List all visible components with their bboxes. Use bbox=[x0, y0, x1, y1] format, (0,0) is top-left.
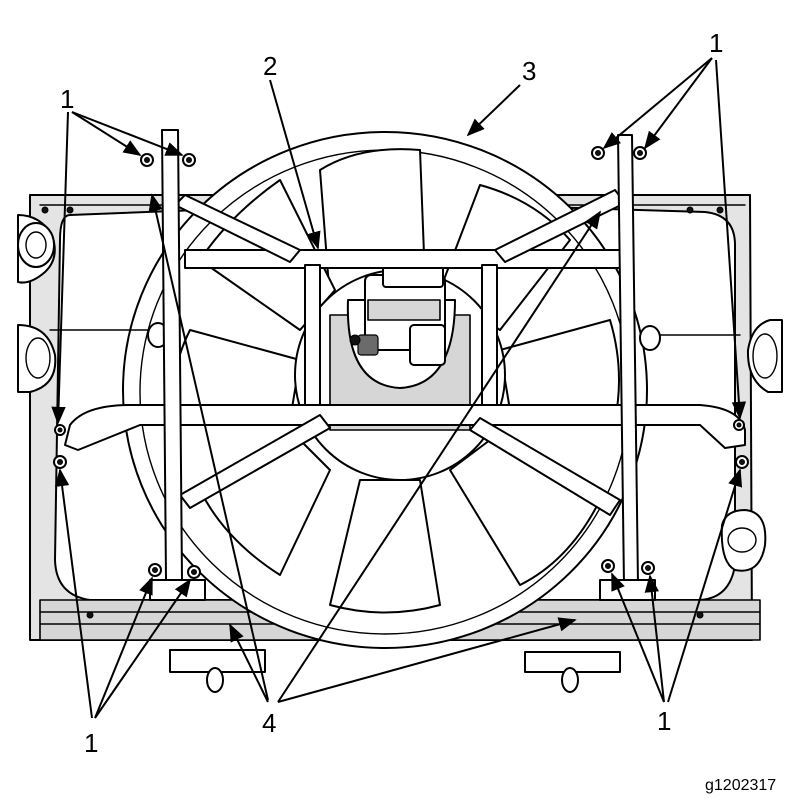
braces bbox=[149, 129, 656, 693]
callout-1-bottom-right: 1 bbox=[657, 706, 671, 736]
nut-icon bbox=[735, 455, 749, 469]
right-hose-fittings bbox=[720, 319, 783, 572]
fasteners bbox=[41, 146, 749, 619]
nut-icon bbox=[641, 561, 655, 575]
nut-icon bbox=[148, 563, 162, 577]
fan-brackets bbox=[49, 189, 746, 516]
callout-2: 2 bbox=[263, 51, 277, 81]
figure-id: g1202317 bbox=[705, 777, 776, 794]
nut-icon bbox=[54, 424, 66, 436]
callout-1-top-right: 1 bbox=[709, 28, 723, 58]
callout-labels: 1 1 2 3 1 4 1 bbox=[60, 28, 723, 758]
nut-icon bbox=[187, 565, 201, 579]
nut-icon bbox=[53, 455, 67, 469]
callout-4: 4 bbox=[262, 708, 276, 738]
leader-lines bbox=[51, 57, 747, 719]
nut-icon bbox=[633, 146, 647, 160]
callout-3: 3 bbox=[522, 56, 536, 86]
callout-1-bottom-left: 1 bbox=[84, 728, 98, 758]
fan-motor bbox=[346, 261, 456, 389]
nut-icon bbox=[733, 419, 745, 431]
callout-1-top-left: 1 bbox=[60, 84, 74, 114]
nut-icon bbox=[140, 153, 154, 167]
nut-icon bbox=[182, 153, 196, 167]
nut-icon bbox=[591, 146, 605, 160]
left-hose-fittings bbox=[17, 214, 57, 393]
nut-icon bbox=[601, 559, 615, 573]
